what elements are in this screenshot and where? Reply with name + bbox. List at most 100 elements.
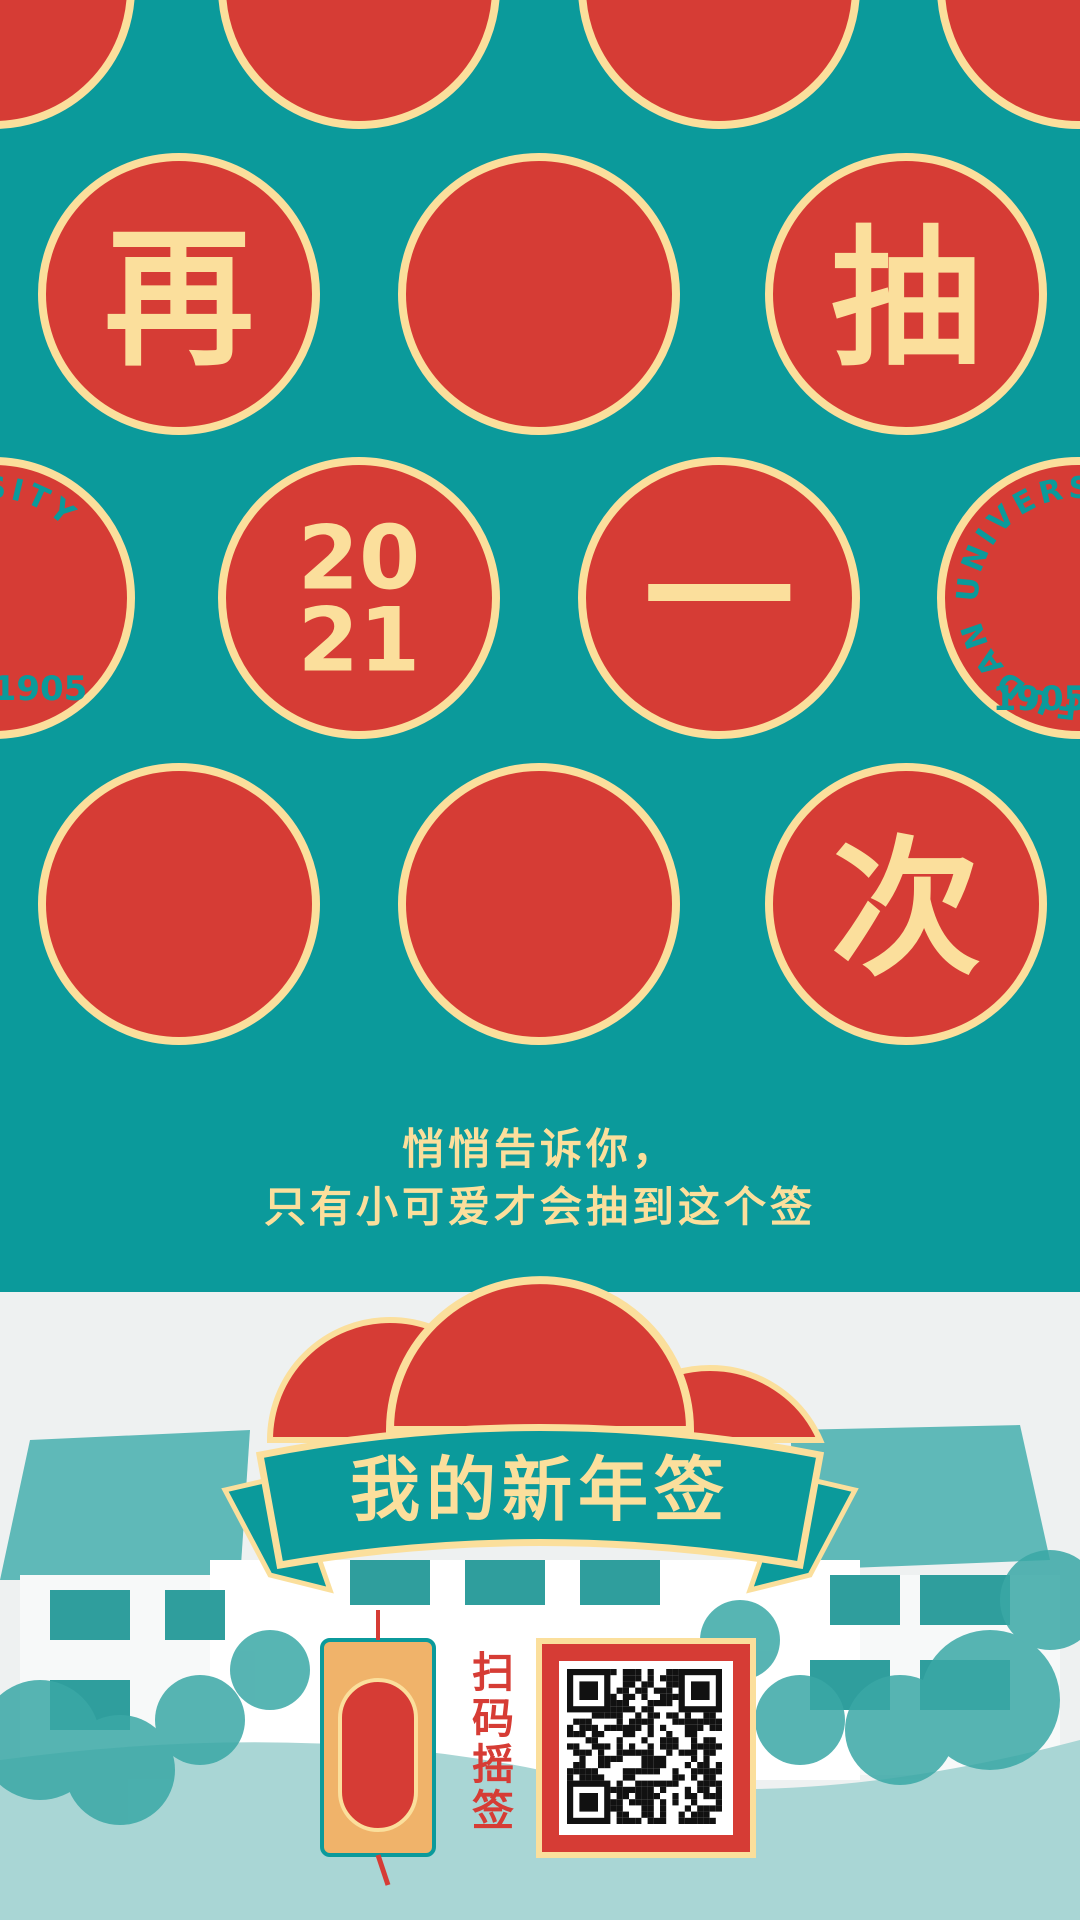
qr-module bbox=[573, 1743, 580, 1750]
qr-module bbox=[660, 1811, 667, 1818]
qr-module bbox=[703, 1743, 710, 1750]
qr-module bbox=[598, 1755, 605, 1762]
qr-module bbox=[703, 1774, 710, 1781]
qr-module bbox=[703, 1780, 710, 1787]
qr-module bbox=[684, 1786, 691, 1793]
qr-module bbox=[641, 1737, 648, 1744]
qr-module bbox=[666, 1743, 673, 1750]
qr-module bbox=[629, 1718, 636, 1725]
qr-module bbox=[622, 1724, 629, 1731]
qr-module bbox=[635, 1786, 642, 1793]
qr-module bbox=[709, 1749, 716, 1756]
qr-module bbox=[647, 1755, 654, 1762]
qr-module bbox=[629, 1749, 636, 1756]
qr-module bbox=[653, 1762, 660, 1769]
qr-module bbox=[653, 1780, 660, 1787]
qr-module bbox=[616, 1724, 623, 1731]
qr-module bbox=[573, 1768, 580, 1775]
qr-module bbox=[666, 1687, 673, 1694]
qr-module bbox=[641, 1718, 648, 1725]
qr-module bbox=[579, 1774, 586, 1781]
qr-module bbox=[635, 1724, 642, 1731]
circle-text: 20 bbox=[298, 507, 420, 610]
message-line: 悄悄告诉你， bbox=[402, 1125, 678, 1174]
qr-module bbox=[591, 1731, 598, 1738]
qr-module bbox=[591, 1712, 598, 1719]
qr-module bbox=[629, 1675, 636, 1682]
qr-module bbox=[715, 1793, 722, 1800]
qr-module bbox=[666, 1737, 673, 1744]
circle-text: 21 bbox=[298, 589, 420, 692]
qr-module bbox=[622, 1700, 629, 1707]
qr-module bbox=[598, 1762, 605, 1769]
qr-module bbox=[641, 1681, 648, 1688]
qr-module bbox=[672, 1737, 679, 1744]
qr-module bbox=[715, 1780, 722, 1787]
qr-module bbox=[715, 1743, 722, 1750]
qr-module bbox=[703, 1793, 710, 1800]
qr-module bbox=[635, 1793, 642, 1800]
qr-module bbox=[585, 1774, 592, 1781]
qr-module bbox=[616, 1687, 623, 1694]
qr-module bbox=[635, 1768, 642, 1775]
qr-module bbox=[660, 1786, 667, 1793]
red-circle bbox=[0, 0, 135, 129]
qr-module bbox=[616, 1712, 623, 1719]
qr-module bbox=[653, 1793, 660, 1800]
qr-module bbox=[647, 1681, 654, 1688]
qr-module bbox=[647, 1811, 654, 1818]
qr-module bbox=[641, 1687, 648, 1694]
qr-module bbox=[647, 1805, 654, 1812]
qr-module bbox=[666, 1731, 673, 1738]
qr-module bbox=[610, 1799, 617, 1806]
qr-module bbox=[622, 1731, 629, 1738]
qr-module bbox=[709, 1768, 716, 1775]
qr-module bbox=[622, 1687, 629, 1694]
qr-module bbox=[715, 1768, 722, 1775]
qr-module bbox=[647, 1718, 654, 1725]
qr-module bbox=[703, 1811, 710, 1818]
qr-module bbox=[709, 1737, 716, 1744]
qr-module bbox=[579, 1755, 586, 1762]
qr-module bbox=[616, 1737, 623, 1744]
qr-module bbox=[641, 1786, 648, 1793]
seal-circle bbox=[0, 457, 135, 739]
qr-module bbox=[691, 1768, 698, 1775]
qr-module bbox=[622, 1768, 629, 1775]
qr-module bbox=[616, 1706, 623, 1713]
qr-module bbox=[622, 1681, 629, 1688]
qr-module bbox=[622, 1669, 629, 1676]
qr-module bbox=[697, 1811, 704, 1818]
qr-module bbox=[616, 1755, 623, 1762]
qr-module bbox=[598, 1743, 605, 1750]
qr-finder bbox=[691, 1681, 710, 1700]
qr-module bbox=[697, 1786, 704, 1793]
qr-module bbox=[672, 1675, 679, 1682]
circle-text: 次 bbox=[831, 823, 981, 997]
qr-module bbox=[622, 1693, 629, 1700]
qr-module bbox=[660, 1799, 667, 1806]
qr-module bbox=[641, 1693, 648, 1700]
qr-module bbox=[622, 1786, 629, 1793]
qr-module bbox=[629, 1724, 636, 1731]
qr-module bbox=[567, 1731, 574, 1738]
qr-module bbox=[622, 1706, 629, 1713]
qr-module bbox=[647, 1675, 654, 1682]
qr-module bbox=[622, 1793, 629, 1800]
circle-text: 抽 bbox=[831, 213, 981, 387]
qr-module bbox=[703, 1786, 710, 1793]
qr-module bbox=[684, 1793, 691, 1800]
qr-module bbox=[678, 1774, 685, 1781]
qr-module bbox=[709, 1718, 716, 1725]
qr-module bbox=[635, 1799, 642, 1806]
qr-module bbox=[684, 1817, 691, 1824]
qr-module bbox=[697, 1768, 704, 1775]
qr-module bbox=[709, 1774, 716, 1781]
qr-module bbox=[647, 1706, 654, 1713]
qr-module bbox=[647, 1817, 654, 1824]
qr-module bbox=[579, 1718, 586, 1725]
qr-module bbox=[616, 1799, 623, 1806]
qr-module bbox=[641, 1799, 648, 1806]
qr-module bbox=[684, 1731, 691, 1738]
